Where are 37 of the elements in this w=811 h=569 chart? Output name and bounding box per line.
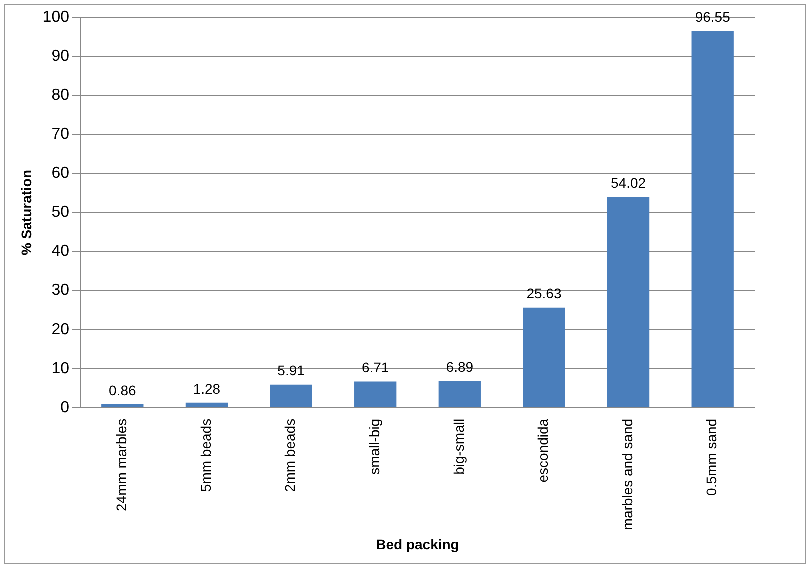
y-tick-label: 30 [52,282,70,300]
x-axis-title: Bed packing [376,536,460,552]
y-tick-label: 100 [42,9,70,26]
bar [607,197,650,408]
x-tick-label: 2mm beads [282,418,298,492]
data-label: 0.86 [109,382,136,398]
x-tick-label: 5mm beads [198,418,214,492]
data-label: 54.02 [611,174,646,191]
y-tick-label: 40 [52,243,70,260]
y-tick-label: 80 [52,87,70,104]
x-tick-label: small-big [366,418,382,475]
data-label: 25.63 [526,286,562,302]
bar [438,381,481,408]
data-label: 6.71 [362,360,390,376]
y-tick-label: 90 [52,48,70,66]
bar [354,382,397,408]
y-tick-label: 60 [52,165,70,182]
y-tick-label: 0 [60,399,70,416]
data-label: 96.55 [695,8,731,25]
y-axis-title: % Saturation [18,170,34,256]
y-tick-label: 20 [52,321,70,338]
x-tick-label: big-small [450,418,467,475]
bar [186,402,228,408]
bar [692,31,734,408]
x-tick-label: escondida [535,418,552,483]
x-tick-label: 24mm marbles [114,418,130,512]
bar [102,404,144,408]
y-tick-label: 70 [52,126,70,144]
bar [523,308,566,408]
x-tick-label: 0.5mm sand [704,418,720,496]
y-tick-label: 10 [52,360,70,378]
data-label: 6.89 [446,358,474,375]
bar [270,384,312,408]
y-tick-label: 50 [52,204,70,222]
x-tick-label: marbles and sand [619,418,636,530]
data-label: 1.28 [193,380,221,397]
data-label: 5.91 [278,362,306,379]
